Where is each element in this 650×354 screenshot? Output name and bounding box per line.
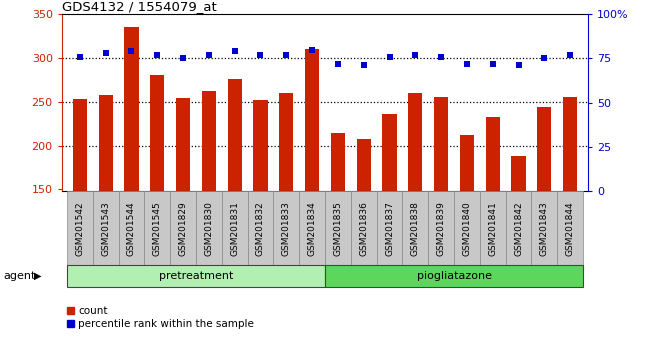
Text: GSM201840: GSM201840 — [462, 201, 471, 256]
FancyBboxPatch shape — [93, 191, 118, 278]
FancyBboxPatch shape — [325, 191, 351, 278]
Bar — [331, 133, 345, 191]
Text: GDS4132 / 1554079_at: GDS4132 / 1554079_at — [62, 0, 216, 13]
Text: GSM201544: GSM201544 — [127, 201, 136, 256]
Text: GSM201843: GSM201843 — [540, 201, 549, 256]
Text: GSM201832: GSM201832 — [256, 201, 265, 256]
Bar — [434, 97, 448, 191]
Bar — [176, 98, 190, 191]
Bar — [408, 93, 422, 191]
Text: GSM201841: GSM201841 — [488, 201, 497, 256]
FancyBboxPatch shape — [480, 191, 506, 278]
Bar — [460, 135, 474, 191]
Text: GSM201837: GSM201837 — [385, 201, 394, 256]
FancyBboxPatch shape — [557, 191, 583, 278]
Point — [281, 52, 291, 58]
Text: GSM201842: GSM201842 — [514, 201, 523, 256]
Bar — [150, 75, 164, 191]
Bar — [512, 156, 526, 191]
Text: GSM201844: GSM201844 — [566, 201, 575, 256]
Point — [255, 52, 266, 58]
Point — [488, 61, 498, 67]
Point — [126, 48, 136, 54]
Text: GSM201831: GSM201831 — [230, 201, 239, 256]
Bar — [563, 97, 577, 191]
Bar — [124, 27, 138, 191]
Text: GSM201543: GSM201543 — [101, 201, 110, 256]
Text: ▶: ▶ — [34, 271, 42, 281]
FancyBboxPatch shape — [325, 265, 583, 287]
Text: GSM201545: GSM201545 — [153, 201, 162, 256]
FancyBboxPatch shape — [196, 191, 222, 278]
FancyBboxPatch shape — [532, 191, 557, 278]
FancyBboxPatch shape — [274, 191, 299, 278]
Bar — [357, 139, 370, 191]
Text: GSM201835: GSM201835 — [333, 201, 343, 256]
Point — [514, 63, 524, 68]
Text: GSM201829: GSM201829 — [179, 201, 188, 256]
FancyBboxPatch shape — [67, 265, 325, 287]
Point — [229, 48, 240, 54]
Point — [307, 47, 317, 52]
Point — [410, 52, 421, 58]
FancyBboxPatch shape — [222, 191, 248, 278]
Bar — [254, 100, 268, 191]
Point — [333, 61, 343, 67]
FancyBboxPatch shape — [351, 191, 376, 278]
FancyBboxPatch shape — [170, 191, 196, 278]
FancyBboxPatch shape — [144, 191, 170, 278]
Point — [203, 52, 214, 58]
Text: GSM201834: GSM201834 — [307, 201, 317, 256]
Point — [540, 56, 550, 61]
Bar — [305, 49, 319, 191]
Bar — [227, 79, 242, 191]
Point — [436, 54, 447, 59]
Text: piogliatazone: piogliatazone — [417, 270, 491, 281]
Bar — [202, 91, 216, 191]
FancyBboxPatch shape — [67, 191, 93, 278]
Text: GSM201830: GSM201830 — [204, 201, 213, 256]
Text: pretreatment: pretreatment — [159, 270, 233, 281]
Point — [75, 54, 85, 59]
Text: agent: agent — [3, 271, 36, 281]
FancyBboxPatch shape — [118, 191, 144, 278]
FancyBboxPatch shape — [402, 191, 428, 278]
FancyBboxPatch shape — [248, 191, 274, 278]
Point — [178, 56, 188, 61]
FancyBboxPatch shape — [376, 191, 402, 278]
Legend: count, percentile rank within the sample: count, percentile rank within the sample — [67, 306, 254, 329]
FancyBboxPatch shape — [506, 191, 532, 278]
FancyBboxPatch shape — [428, 191, 454, 278]
Text: GSM201542: GSM201542 — [75, 201, 84, 256]
FancyBboxPatch shape — [454, 191, 480, 278]
FancyBboxPatch shape — [299, 191, 325, 278]
Bar — [538, 107, 551, 191]
Point — [384, 54, 395, 59]
Point — [565, 52, 575, 58]
Bar — [382, 114, 396, 191]
Bar — [99, 95, 112, 191]
Point — [152, 52, 162, 58]
Point — [100, 50, 110, 56]
Point — [462, 61, 472, 67]
Text: GSM201838: GSM201838 — [411, 201, 420, 256]
Text: GSM201839: GSM201839 — [437, 201, 446, 256]
Bar — [73, 99, 87, 191]
Text: GSM201833: GSM201833 — [282, 201, 291, 256]
Bar — [280, 93, 293, 191]
Point — [359, 63, 369, 68]
Bar — [486, 117, 500, 191]
Text: GSM201836: GSM201836 — [359, 201, 368, 256]
